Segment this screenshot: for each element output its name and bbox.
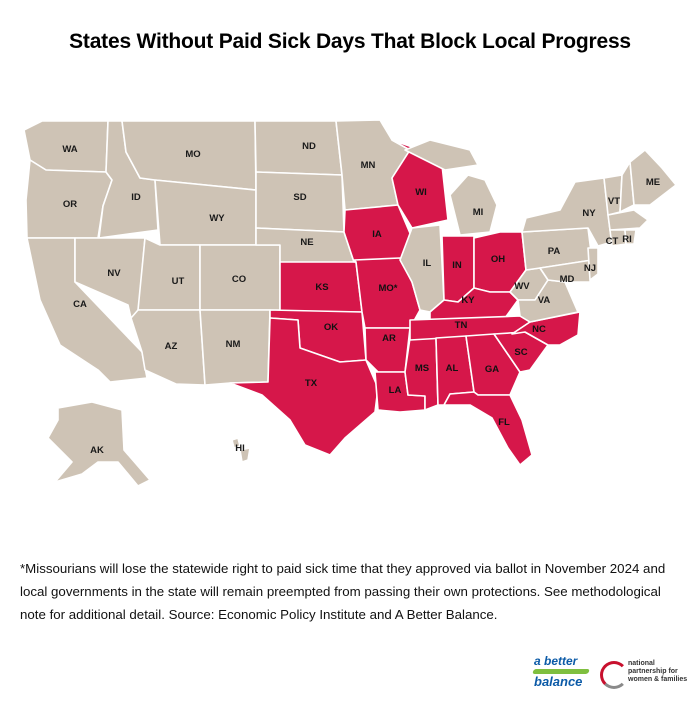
state-wy	[154, 179, 257, 246]
label-or: OR	[63, 199, 77, 210]
label-md: MD	[560, 274, 575, 285]
state-hi-2	[239, 447, 251, 463]
label-oh: OH	[491, 254, 505, 265]
state-hi	[231, 437, 241, 449]
logo-arc-icon	[600, 661, 628, 689]
state-fl	[443, 391, 533, 466]
label-nj: NJ	[584, 263, 596, 274]
state-vt	[603, 174, 623, 216]
label-ne: NE	[300, 237, 313, 248]
label-sd: SD	[293, 192, 306, 203]
label-tx: TX	[305, 378, 318, 389]
label-wv: WV	[514, 281, 530, 292]
footnote: *Missourians will lose the statewide rig…	[20, 561, 666, 622]
state-nd	[254, 120, 343, 176]
label-ms: MS	[415, 363, 429, 374]
label-wi: WI	[415, 187, 427, 198]
state-nj	[587, 247, 599, 281]
label-sc: SC	[514, 347, 527, 358]
label-al: AL	[446, 363, 459, 374]
label-fl: FL	[498, 417, 510, 428]
label-nm: NM	[226, 339, 241, 350]
state-mi-up	[404, 139, 479, 171]
label-wy: WY	[209, 213, 225, 224]
label-la: LA	[389, 385, 402, 396]
map-title: States Without Paid Sick Days That Block…	[69, 30, 631, 53]
label-mo: MO*	[379, 283, 398, 294]
label-mi: MI	[473, 207, 484, 218]
state-il	[399, 224, 445, 313]
label-il: IL	[423, 258, 432, 269]
label-ca: CA	[73, 299, 87, 310]
label-ks: KS	[315, 282, 328, 293]
us-map: WA OR CA ID NV MO WY UT CO AZ NM ND SD N…	[23, 119, 677, 487]
label-ri: RI	[622, 234, 632, 245]
state-ri	[624, 229, 637, 245]
state-ut	[137, 237, 201, 311]
label-ar: AR	[382, 333, 396, 344]
label-id: ID	[131, 192, 141, 203]
label-nd: ND	[302, 141, 316, 152]
label-va: VA	[538, 295, 551, 306]
label-ut: UT	[172, 276, 185, 287]
label-me: ME	[646, 177, 660, 188]
label-wa: WA	[62, 144, 77, 155]
label-ky: KY	[461, 295, 475, 306]
label-co: CO	[232, 274, 246, 285]
label-ny: NY	[582, 208, 596, 219]
label-az: AZ	[165, 341, 178, 352]
state-ma	[607, 209, 649, 231]
label-ak: AK	[90, 445, 104, 456]
label-ct: CT	[606, 236, 619, 247]
state-va	[517, 279, 579, 323]
label-mn: MN	[361, 160, 376, 171]
label-ga: GA	[485, 364, 499, 375]
state-ak	[47, 401, 151, 487]
label-in: IN	[452, 260, 462, 271]
label-nv: NV	[107, 268, 121, 279]
label-tn: TN	[455, 320, 468, 331]
label-ok: OK	[324, 322, 338, 333]
state-mi	[449, 174, 498, 236]
state-md	[539, 259, 593, 283]
label-hi: HI	[235, 443, 245, 454]
label-vt: VT	[608, 196, 620, 207]
a-better-balance-logo: a better balance	[530, 652, 594, 696]
label-mt: MO	[185, 149, 200, 160]
state-tx	[229, 317, 379, 456]
label-nc: NC	[532, 324, 546, 335]
label-pa: PA	[548, 246, 561, 257]
state-me	[629, 149, 677, 206]
national-partnership-logo: national partnership for women & familie…	[598, 655, 698, 695]
label-ia: IA	[372, 229, 382, 240]
